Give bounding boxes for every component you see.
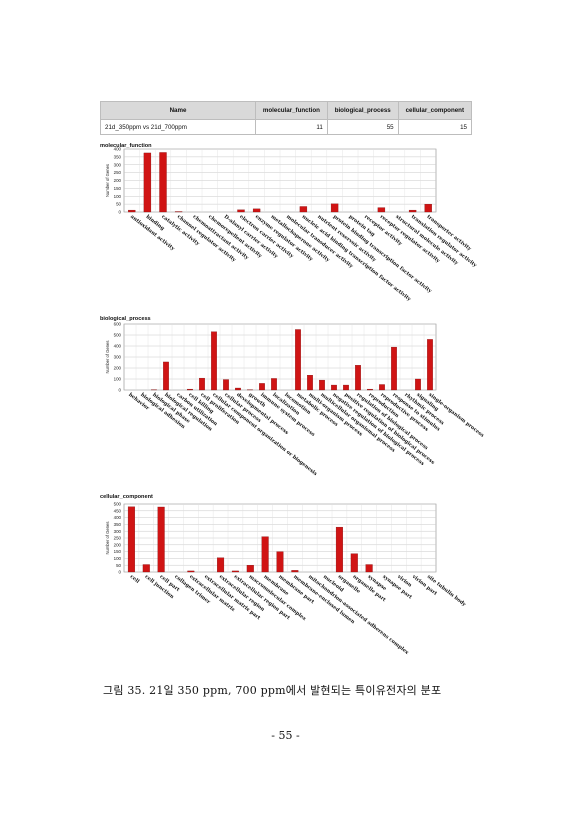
x-tick-label: translation regulator activity — [410, 214, 479, 269]
y-axis-label: Number of Genes — [105, 340, 110, 373]
bar — [143, 152, 152, 213]
y-tick-label: 200 — [114, 366, 122, 371]
summary-header-row: Name molecular_function biological_proce… — [100, 101, 473, 120]
y-tick-label: 100 — [114, 556, 122, 561]
x-tick-label: cell — [129, 574, 141, 585]
bar — [391, 346, 397, 391]
row-name: 21d_350ppm vs 21d_700ppm — [100, 119, 256, 135]
bar — [142, 564, 150, 573]
y-tick-label: 350 — [114, 522, 122, 527]
y-tick-label: 150 — [114, 186, 122, 191]
y-tick-label: 350 — [114, 154, 122, 159]
header-biological-process: biological_process — [326, 101, 399, 120]
summary-table: Name molecular_function biological_proce… — [100, 101, 473, 135]
header-name: Name — [100, 101, 256, 120]
y-tick-label: 50 — [116, 202, 121, 207]
y-tick-label: 0 — [119, 210, 122, 215]
bar — [427, 339, 433, 391]
bar — [343, 384, 349, 391]
chart-title: molecular_function — [100, 143, 152, 149]
y-tick-label: 300 — [114, 529, 122, 534]
x-tick-label: structural molecule activity — [394, 214, 460, 267]
y-tick-label: 100 — [114, 194, 122, 199]
bar — [187, 388, 193, 391]
figure-caption: 그림 35. 21일 350 ppm, 700 ppm에서 발현되는 특이유전자… — [103, 684, 442, 697]
chart-title: cellular_component — [100, 494, 153, 500]
y-tick-label: 300 — [114, 162, 122, 167]
bar — [211, 331, 217, 391]
y-tick-label: 200 — [114, 178, 122, 183]
bar — [415, 378, 421, 391]
table-row: 21d_350ppm vs 21d_700ppm 11 55 15 — [100, 119, 473, 135]
y-tick-label: 150 — [114, 549, 122, 554]
bar — [235, 387, 241, 391]
y-tick-label: 500 — [114, 502, 122, 507]
bar — [157, 506, 165, 573]
y-axis-label: Number of Genes — [105, 164, 110, 197]
y-tick-label: 100 — [114, 377, 122, 382]
bar — [271, 378, 277, 391]
y-tick-label: 500 — [114, 333, 122, 338]
header-cellular-component: cellular_component — [397, 101, 473, 120]
bar — [330, 203, 339, 213]
bar — [295, 329, 301, 391]
bar — [259, 383, 265, 391]
y-tick-label: 200 — [114, 542, 122, 547]
y-tick-label: 450 — [114, 508, 122, 513]
bar — [355, 365, 361, 391]
bar — [307, 375, 313, 391]
chart-title: biological_process — [100, 316, 151, 322]
bar — [237, 209, 245, 213]
header-molecular-function: molecular_function — [255, 101, 328, 120]
bar — [319, 379, 325, 391]
bar — [199, 377, 205, 391]
page-number: - 55 - — [271, 729, 300, 742]
bar — [379, 384, 385, 391]
bar — [231, 570, 239, 573]
bar — [365, 564, 373, 573]
y-tick-label: 600 — [114, 322, 122, 327]
bar — [187, 570, 195, 573]
y-tick-label: 300 — [114, 355, 122, 360]
bar — [377, 207, 386, 213]
row-biological-process: 55 — [326, 119, 399, 135]
bar — [246, 565, 254, 573]
y-tick-label: 250 — [114, 536, 122, 541]
bar — [335, 526, 343, 573]
y-tick-label: 0 — [119, 570, 122, 575]
y-tick-label: 400 — [114, 147, 122, 152]
bar — [299, 206, 308, 213]
y-axis-label: Number of Genes — [105, 521, 110, 554]
bar — [408, 209, 417, 213]
bar — [291, 570, 299, 573]
bar — [367, 388, 373, 391]
bar — [350, 553, 358, 573]
y-tick-label: 250 — [114, 170, 122, 175]
bar — [331, 384, 337, 391]
bar — [223, 379, 229, 391]
bar — [159, 152, 167, 213]
bar — [261, 536, 269, 573]
y-tick-label: 50 — [116, 563, 121, 568]
bar — [424, 203, 432, 213]
bar — [217, 557, 225, 573]
row-molecular-function: 11 — [255, 119, 328, 135]
y-tick-label: 400 — [114, 344, 122, 349]
bar — [128, 209, 136, 213]
row-cellular-component: 15 — [397, 119, 473, 135]
y-tick-label: 0 — [119, 388, 122, 393]
bar — [127, 506, 135, 573]
bar — [163, 361, 169, 391]
bar — [252, 208, 261, 213]
bar — [276, 551, 284, 573]
y-tick-label: 400 — [114, 515, 122, 520]
